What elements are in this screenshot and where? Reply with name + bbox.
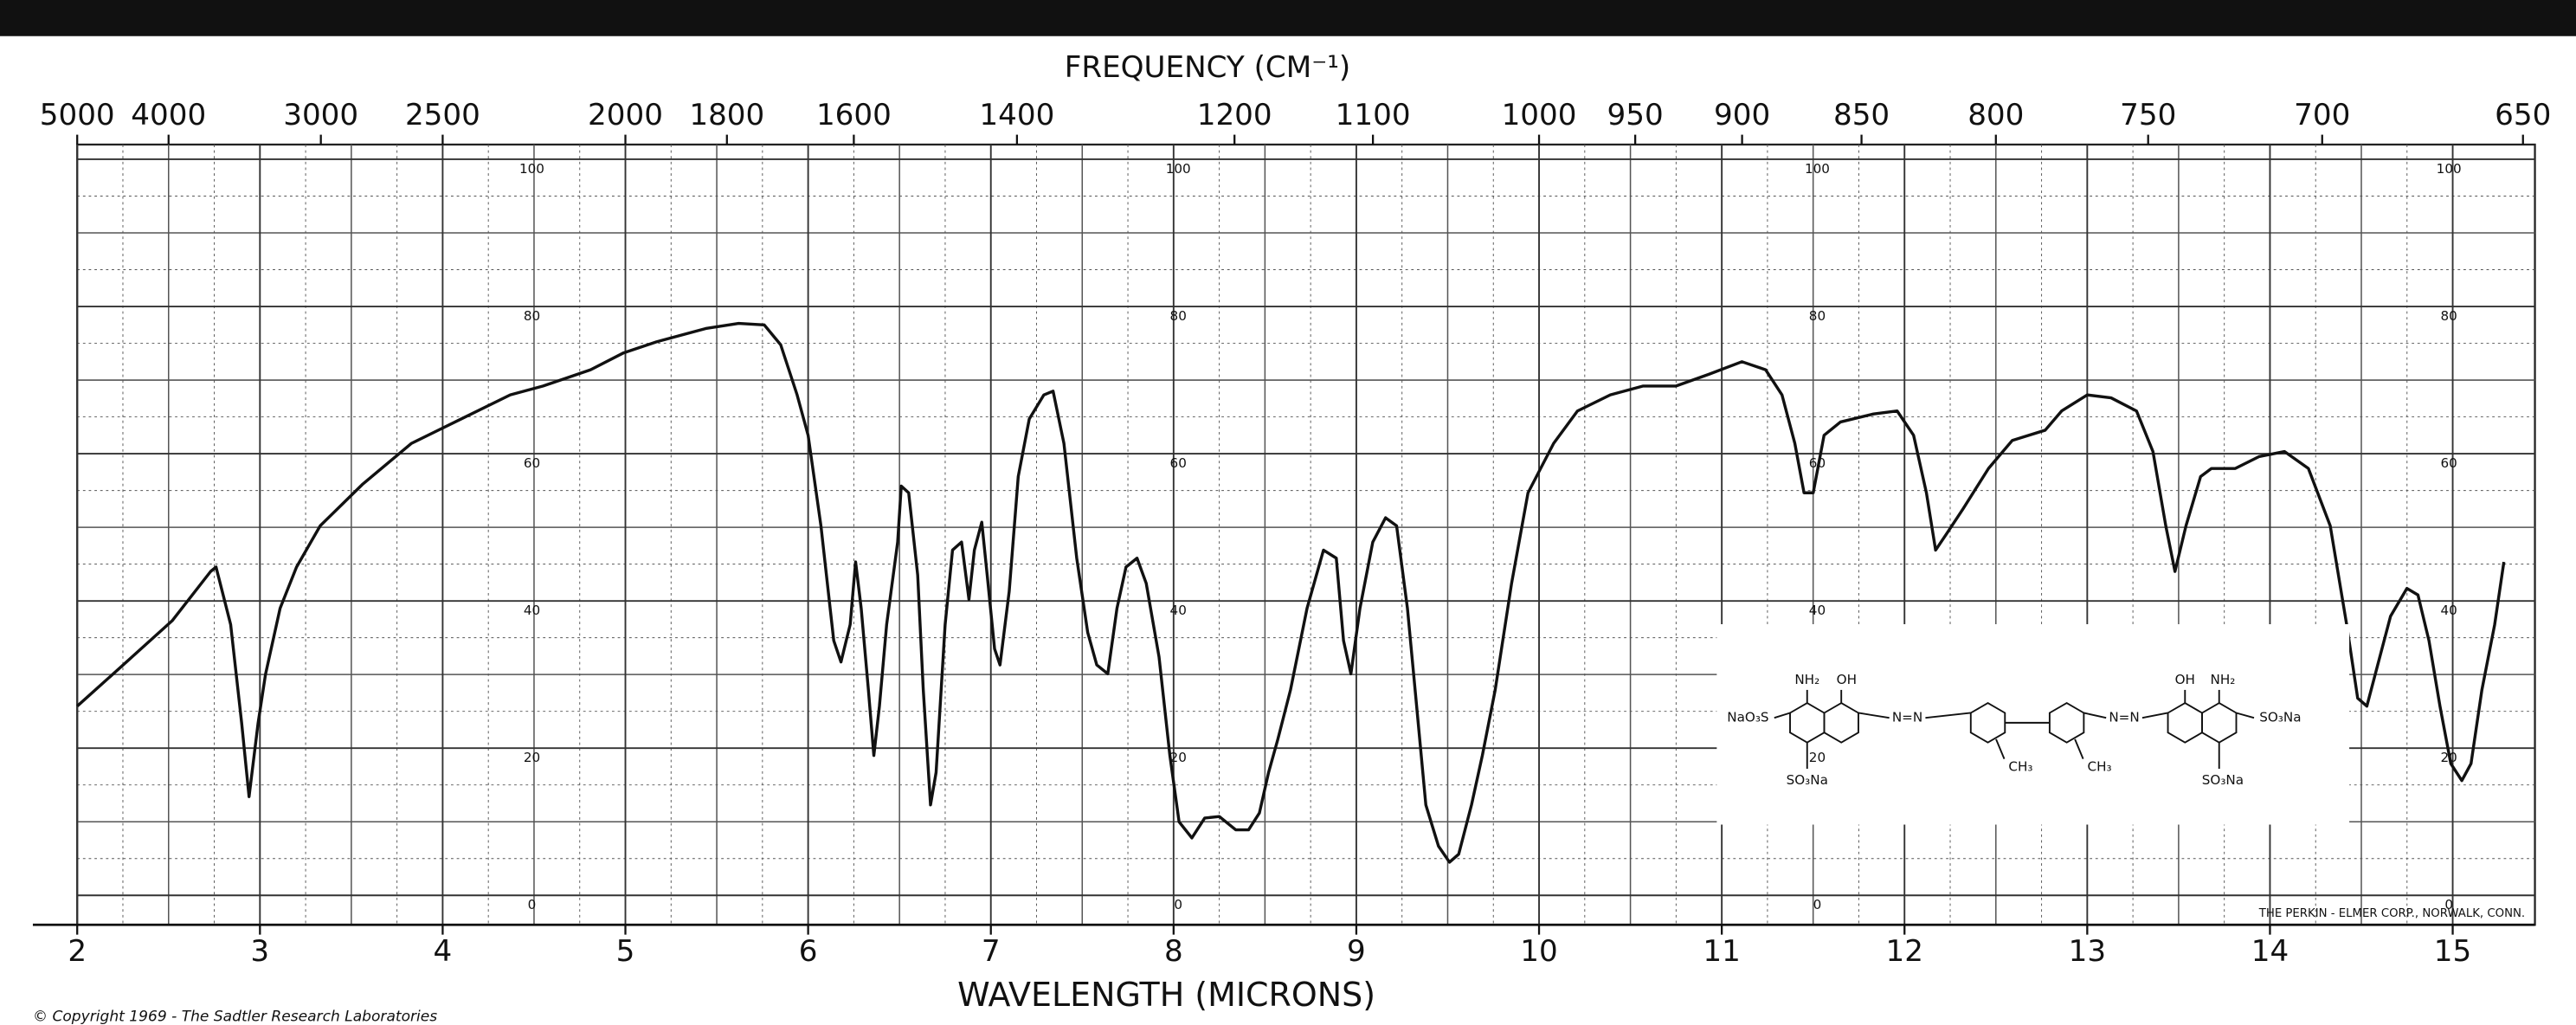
structure-label: NaO₃S xyxy=(1727,710,1768,725)
y-tick-label: 40 xyxy=(2441,603,2457,618)
y-tick-label: 80 xyxy=(1170,308,1187,324)
y-tick-label: 100 xyxy=(519,161,544,177)
y-tick-label: 80 xyxy=(1809,308,1826,324)
y-tick-label: 0 xyxy=(2444,897,2453,912)
x-tick-label: 14 xyxy=(2251,934,2289,969)
y-tick-label: 20 xyxy=(524,750,540,765)
x-tick-label: 11 xyxy=(1703,934,1740,969)
x-tick-label: 4 xyxy=(434,934,453,969)
y-tick-label: 0 xyxy=(528,897,537,912)
x2-tick-label: 850 xyxy=(1833,98,1890,132)
x2-tick-label: 2500 xyxy=(405,98,480,132)
structure-label: SO₃Na xyxy=(2202,772,2244,788)
trace-layer xyxy=(76,321,2506,864)
structure-label: NH₂ xyxy=(1794,672,1819,687)
labels: 0 0 0 0 20 20 20 20 40 40 40 40 60 60 60 60 80 80 80 80 100 1… xyxy=(40,98,2552,969)
bond xyxy=(2083,712,2107,719)
x2-tick-label: 4000 xyxy=(131,98,206,132)
spectrum-line xyxy=(76,321,2506,864)
structure-label: OH xyxy=(1837,672,1857,687)
x2-tick-label: 1000 xyxy=(1502,98,1577,132)
credit: THE PERKIN - ELMER CORP., NORWALK, CONN. xyxy=(2258,907,2525,920)
structure-inset: NaO₃S NH₂ OH N=N CH₃ CH₃ N=N OH NH₂ SO₃Na SO₃Na SO₃… xyxy=(1716,624,2350,825)
x2-tick-label: 950 xyxy=(1607,98,1664,132)
bond xyxy=(2074,738,2084,759)
y-tick-label: 40 xyxy=(524,603,540,618)
structure-label: N=N xyxy=(1892,710,1922,725)
y-tick-label: 40 xyxy=(1170,603,1187,618)
y-tick-label: 20 xyxy=(1170,750,1187,765)
bond xyxy=(1995,738,2006,759)
x-tick-label: 9 xyxy=(1347,934,1366,969)
header-band xyxy=(0,0,2576,36)
x2-tick-label: 700 xyxy=(2294,98,2350,132)
bond xyxy=(2236,712,2255,719)
inset-box xyxy=(1716,624,2350,825)
bond xyxy=(1858,712,1890,719)
x-tick-label: 2 xyxy=(68,934,87,969)
x2-tick-label: 1400 xyxy=(979,98,1054,132)
x2-tick-label: 800 xyxy=(1967,98,2024,132)
y-tick-label: 80 xyxy=(2441,308,2457,324)
x2-tick-label: 1600 xyxy=(816,98,892,132)
x-tick-label: 8 xyxy=(1164,934,1183,969)
structure-label: SO₃Na xyxy=(2259,710,2301,725)
bond xyxy=(1774,712,1791,719)
x-tick-label: 12 xyxy=(1886,934,1923,969)
y-tick-label: 100 xyxy=(1166,161,1191,177)
x-axis-label: WAVELENGTH (MICRONS) xyxy=(957,976,1375,1014)
structure-label: N=N xyxy=(2109,710,2139,725)
structure-label: OH xyxy=(2175,672,2195,687)
x2-tick-label: 1800 xyxy=(689,98,764,132)
y-tick-label: 60 xyxy=(524,455,540,471)
x-tick-label: 15 xyxy=(2434,934,2471,969)
y-tick-label: 0 xyxy=(1174,897,1182,912)
x-tick-label: 6 xyxy=(799,934,818,969)
y-tick-label: 100 xyxy=(2437,161,2462,177)
y-tick-label: 60 xyxy=(1170,455,1187,471)
y-tick-label: 20 xyxy=(1809,750,1826,765)
x2-tick-label: 5000 xyxy=(40,98,115,132)
x-tick-label: 7 xyxy=(982,934,1001,969)
structure-label: CH₃ xyxy=(2008,759,2032,775)
x-tick-label: 13 xyxy=(2069,934,2106,969)
x2-tick-label: 2000 xyxy=(588,98,663,132)
x2-tick-label: 3000 xyxy=(283,98,358,132)
copyright: © Copyright 1969 - The Sadtler Research … xyxy=(33,1009,437,1025)
chart-title: FREQUENCY (CM⁻¹) xyxy=(1065,50,1351,85)
structure-label: NH₂ xyxy=(2211,672,2236,687)
bond xyxy=(2141,712,2168,719)
x2-tick-label: 900 xyxy=(1714,98,1770,132)
x-tick-label: 3 xyxy=(250,934,269,969)
x2-tick-label: 1200 xyxy=(1197,98,1272,132)
y-tick-label: 80 xyxy=(524,308,540,324)
y-tick-label: 60 xyxy=(2441,455,2457,471)
x2-tick-label: 650 xyxy=(2495,98,2551,132)
structure-label: CH₃ xyxy=(2088,759,2112,775)
bond xyxy=(1925,712,1971,719)
y-tick-label: 20 xyxy=(2441,750,2457,765)
x2-tick-label: 750 xyxy=(2120,98,2176,132)
x2-tick-label: 1100 xyxy=(1336,98,1411,132)
y-tick-label: 0 xyxy=(1813,897,1822,912)
x-tick-label: 5 xyxy=(616,934,635,969)
y-tick-label: 40 xyxy=(1809,603,1826,618)
y-tick-label: 60 xyxy=(1809,455,1826,471)
x-tick-label: 10 xyxy=(1520,934,1557,969)
structure-label: SO₃Na xyxy=(1787,772,1828,788)
y-tick-label: 100 xyxy=(1805,161,1830,177)
